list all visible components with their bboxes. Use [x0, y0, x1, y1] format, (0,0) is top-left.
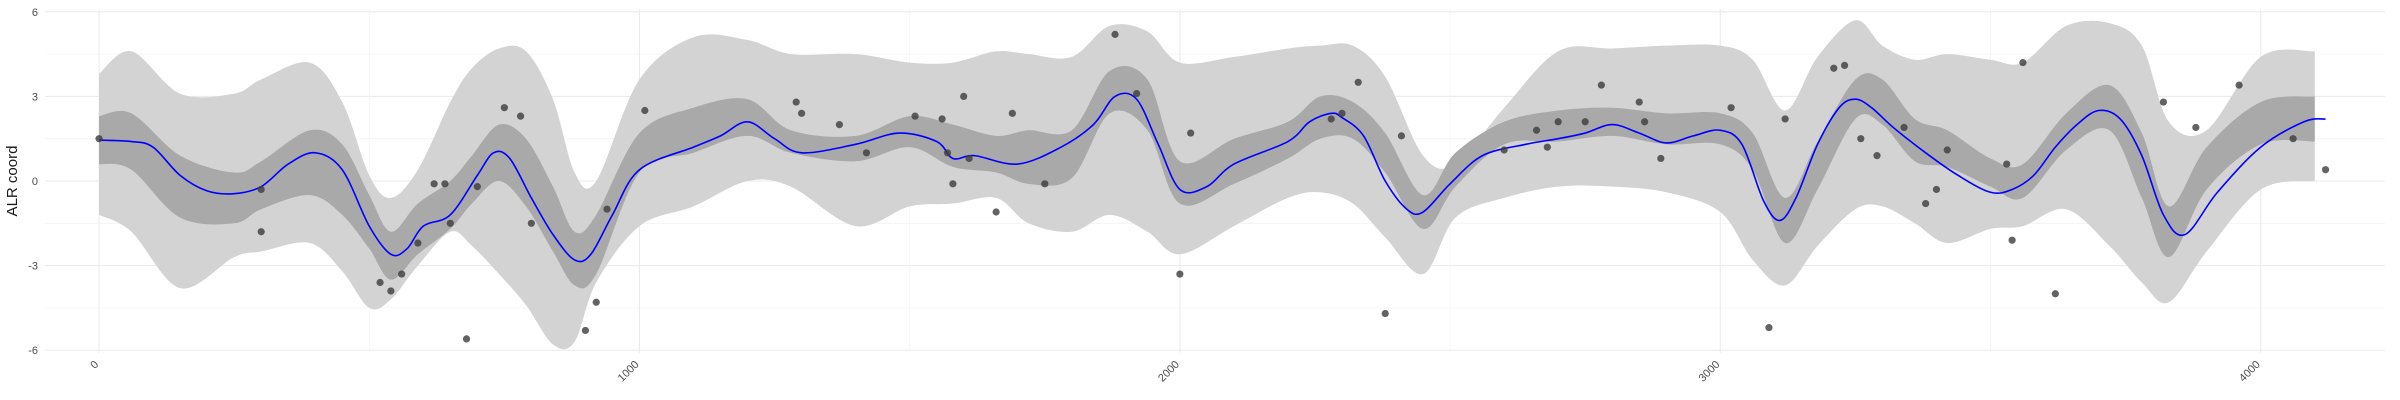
- y-axis-title: ALR coord: [4, 146, 21, 217]
- data-point: [1041, 180, 1049, 188]
- data-point: [430, 180, 438, 188]
- data-point: [1727, 104, 1735, 112]
- data-point: [835, 121, 844, 129]
- data-point: [1187, 129, 1195, 137]
- data-point: [2235, 81, 2243, 89]
- data-point: [797, 109, 806, 117]
- data-point: [1500, 146, 1508, 154]
- data-point: [95, 135, 103, 143]
- data-point: [1397, 132, 1406, 140]
- data-point: [527, 219, 535, 227]
- data-point: [414, 239, 422, 247]
- data-point: [1008, 109, 1016, 117]
- data-point: [1543, 143, 1551, 151]
- data-point: [1830, 64, 1838, 72]
- data-points: [95, 30, 2330, 343]
- data-point: [792, 98, 800, 106]
- y-tick-label: 3: [32, 91, 38, 103]
- data-point: [2008, 236, 2016, 244]
- data-point: [2051, 290, 2059, 298]
- data-point: [965, 154, 973, 163]
- data-point: [641, 106, 649, 115]
- data-point: [1381, 309, 1389, 318]
- data-point: [500, 104, 508, 112]
- data-point: [387, 287, 395, 295]
- data-point: [398, 270, 406, 278]
- data-point: [1111, 30, 1119, 38]
- data-point: [862, 149, 871, 157]
- data-point: [603, 205, 611, 213]
- fit-line: [99, 92, 2326, 263]
- data-point: [1840, 61, 1849, 69]
- data-point: [1922, 199, 1930, 208]
- confidence-bands: [99, 20, 2315, 350]
- data-point: [960, 92, 968, 101]
- data-point: [1554, 118, 1562, 126]
- data-point: [581, 326, 590, 335]
- data-point: [2321, 166, 2330, 174]
- data-point: [257, 185, 265, 194]
- data-point: [516, 112, 525, 120]
- x-tick-label: 1000: [616, 359, 642, 385]
- fit-lines: [99, 92, 2326, 263]
- y-tick-label: 0: [32, 176, 38, 188]
- data-point: [1900, 123, 1908, 132]
- inner-confidence-band: [99, 66, 2315, 289]
- data-point: [1581, 118, 1589, 126]
- x-tick-label: 3000: [1697, 359, 1723, 385]
- data-point: [1932, 185, 1941, 194]
- y-axis-ticks: -6 -3 0 3 6: [28, 7, 38, 357]
- data-point: [473, 183, 481, 191]
- data-point: [1873, 152, 1881, 160]
- data-point: [2289, 135, 2297, 143]
- data-point: [462, 335, 471, 343]
- x-axis-ticks: 0 1000 2000 3000 4000: [88, 359, 2262, 385]
- y-tick-label: 6: [32, 7, 38, 19]
- data-point: [446, 219, 454, 227]
- data-point: [1338, 109, 1346, 117]
- data-point: [1857, 135, 1865, 143]
- x-tick-label: 4000: [2237, 359, 2263, 385]
- data-point: [949, 180, 957, 188]
- data-point: [1641, 118, 1649, 126]
- data-point: [441, 180, 449, 188]
- data-point: [1354, 78, 1362, 86]
- data-point: [257, 228, 265, 236]
- y-tick-label: -6: [28, 345, 38, 357]
- data-point: [1327, 115, 1335, 123]
- data-point: [1532, 126, 1541, 134]
- data-point: [2003, 160, 2011, 168]
- data-point: [1635, 98, 1643, 106]
- data-point: [2159, 98, 2168, 106]
- data-point: [1657, 154, 1665, 163]
- data-point: [2019, 58, 2027, 67]
- x-tick-label: 0: [88, 359, 101, 372]
- data-point: [943, 149, 952, 157]
- data-point: [911, 112, 919, 120]
- data-point: [992, 208, 1000, 216]
- data-point: [1133, 89, 1141, 98]
- data-point: [592, 298, 600, 306]
- data-point: [376, 278, 384, 287]
- data-point: [2192, 123, 2200, 132]
- data-point: [1176, 270, 1184, 278]
- data-point: [1765, 324, 1773, 332]
- data-point: [1597, 81, 1605, 89]
- x-tick-label: 2000: [1156, 359, 1182, 385]
- data-point: [1781, 115, 1789, 123]
- y-tick-label: -3: [28, 261, 38, 273]
- data-point: [938, 115, 946, 123]
- data-point: [1943, 146, 1951, 154]
